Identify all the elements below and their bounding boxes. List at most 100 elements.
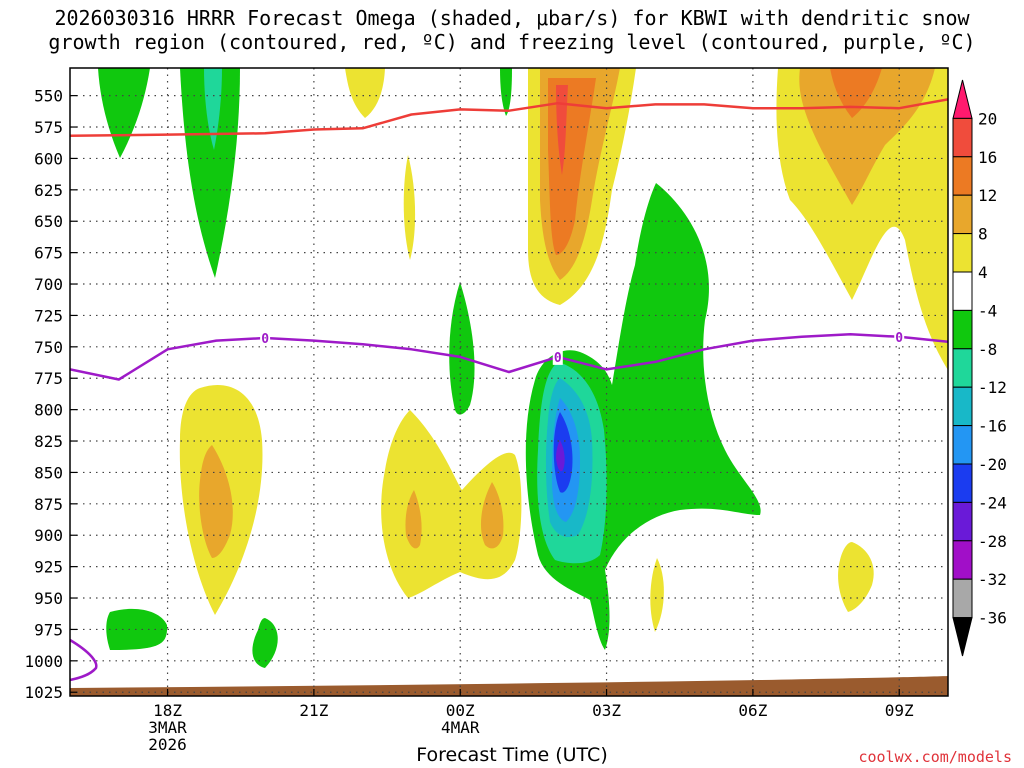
- colorbar-label: -20: [978, 455, 1007, 474]
- x-tick-label: 2026: [148, 735, 187, 754]
- contour-lines: 0 0 0: [70, 98, 948, 381]
- omega-positive-region: [381, 410, 522, 598]
- colorbar-label: -4: [978, 301, 997, 320]
- colorbar-top-arrow: [952, 79, 973, 119]
- colorbar-swatch: [952, 463, 973, 503]
- colorbar-swatch: [952, 348, 973, 388]
- y-tick-label: 575: [34, 118, 63, 137]
- colorbar-label: 4: [978, 263, 988, 282]
- freezing-level-contour: [70, 333, 948, 381]
- freezing-level-label: 0: [554, 351, 562, 366]
- x-tick-label: 00Z: [446, 701, 475, 720]
- omega-shading: [70, 68, 948, 696]
- omega-positive-region: [480, 482, 504, 549]
- colorbar-swatch: [952, 271, 973, 311]
- colorbar-swatch: [952, 194, 973, 235]
- x-tick-label: 3MAR: [148, 718, 187, 737]
- ground-terrain: [70, 676, 948, 696]
- y-tick-label: 550: [34, 87, 63, 106]
- contour-label-bg: [894, 328, 905, 345]
- x-tick-label: 09Z: [885, 701, 914, 720]
- colorbar-swatch: [952, 156, 973, 196]
- colorbar-label: -16: [978, 417, 1007, 436]
- colorbar: 20 16 12 8 4 -4 -8 -12 -16 -20 -24 -28 -32 -36: [952, 79, 1007, 657]
- omega-negative-region: [500, 68, 512, 116]
- dendritic-growth-contour: [70, 98, 948, 138]
- omega-negative-region: [556, 440, 565, 472]
- title-line-1: 2026030316 HRRR Forecast Omega (shaded, …: [54, 6, 970, 30]
- y-tick-label: 675: [34, 244, 63, 263]
- colorbar-swatch: [952, 578, 973, 619]
- x-tick-label: 06Z: [738, 701, 767, 720]
- colorbar-label: -32: [978, 570, 1007, 589]
- y-tick-label: 700: [34, 275, 63, 294]
- colorbar-swatch: [952, 117, 973, 158]
- y-axis: 550 575 600 625 650 675 700 725 750 775 800 825 850 8…: [24, 87, 77, 702]
- colorbar-label: 20: [978, 109, 997, 128]
- omega-positive-region: [199, 445, 233, 558]
- colorbar-label: -24: [978, 493, 1007, 512]
- colorbar-bottom-arrow: [952, 617, 973, 657]
- omega-positive-region: [830, 68, 882, 118]
- omega-positive-region: [799, 68, 935, 205]
- colorbar-label: -8: [978, 340, 997, 359]
- contour-label-bg: [552, 348, 563, 365]
- omega-positive-region: [556, 85, 568, 175]
- colorbar-swatch: [952, 540, 973, 580]
- omega-positive-region: [345, 68, 385, 118]
- freezing-level-label: 0: [895, 331, 903, 346]
- y-tick-label: 875: [34, 495, 63, 514]
- y-tick-label: 950: [34, 589, 63, 608]
- y-tick-label: 825: [34, 432, 63, 451]
- omega-negative-region: [98, 68, 150, 158]
- x-tick-label: 4MAR: [441, 718, 480, 737]
- plot-border: [69, 67, 949, 697]
- y-tick-label: 775: [34, 369, 63, 388]
- colorbar-swatch: [952, 425, 973, 465]
- gridlines: [70, 68, 948, 696]
- omega-positive-region: [838, 542, 874, 612]
- title-line-2: growth region (contoured, red, ºC) and f…: [48, 30, 976, 54]
- y-tick-label: 850: [34, 463, 63, 482]
- omega-positive-region: [403, 155, 416, 260]
- omega-positive-region: [405, 490, 422, 549]
- chart-title: 2026030316 HRRR Forecast Omega (shaded, …: [0, 6, 1024, 54]
- y-tick-label: 725: [34, 306, 63, 325]
- colorbar-swatch: [952, 501, 973, 542]
- y-tick-label: 925: [34, 558, 63, 577]
- y-tick-label: 650: [34, 212, 63, 231]
- colorbar-label: 12: [978, 186, 997, 205]
- contour-label-bg: [260, 330, 271, 347]
- colorbar-label: -28: [978, 532, 1007, 551]
- y-tick-label: 975: [34, 620, 63, 639]
- omega-positive-region: [650, 558, 664, 632]
- colorbar-label: 16: [978, 148, 997, 167]
- colorbar-label: -36: [978, 609, 1007, 628]
- colorbar-label: 8: [978, 225, 988, 244]
- colorbar-swatch: [952, 233, 973, 273]
- plot-area: 0 0 0 550 575 600 625 650 675 700 725 750 775 800 825…: [24, 67, 949, 754]
- omega-negative-region: [106, 608, 168, 650]
- colorbar-swatch: [952, 386, 973, 427]
- colorbar-label: -12: [978, 378, 1007, 397]
- y-tick-label: 625: [34, 181, 63, 200]
- y-tick-label: 750: [34, 338, 63, 357]
- x-tick-label: 21Z: [299, 701, 328, 720]
- y-tick-label: 900: [34, 526, 63, 545]
- y-tick-label: 1025: [24, 683, 63, 702]
- colorbar-swatch: [952, 309, 973, 350]
- y-tick-label: 1000: [24, 652, 63, 671]
- y-tick-label: 600: [34, 149, 63, 168]
- omega-negative-region: [252, 618, 278, 668]
- omega-negative-region: [204, 68, 222, 150]
- omega-negative-region: [180, 68, 240, 278]
- omega-negative-region: [449, 282, 475, 415]
- freezing-level-surface-contour: [69, 638, 98, 682]
- credit-link[interactable]: coolwx.com/models: [858, 748, 1012, 766]
- y-tick-label: 800: [34, 401, 63, 420]
- freezing-level-label: 0: [261, 332, 269, 347]
- x-tick-label: 03Z: [592, 701, 621, 720]
- x-axis-label: Forecast Time (UTC): [416, 744, 608, 766]
